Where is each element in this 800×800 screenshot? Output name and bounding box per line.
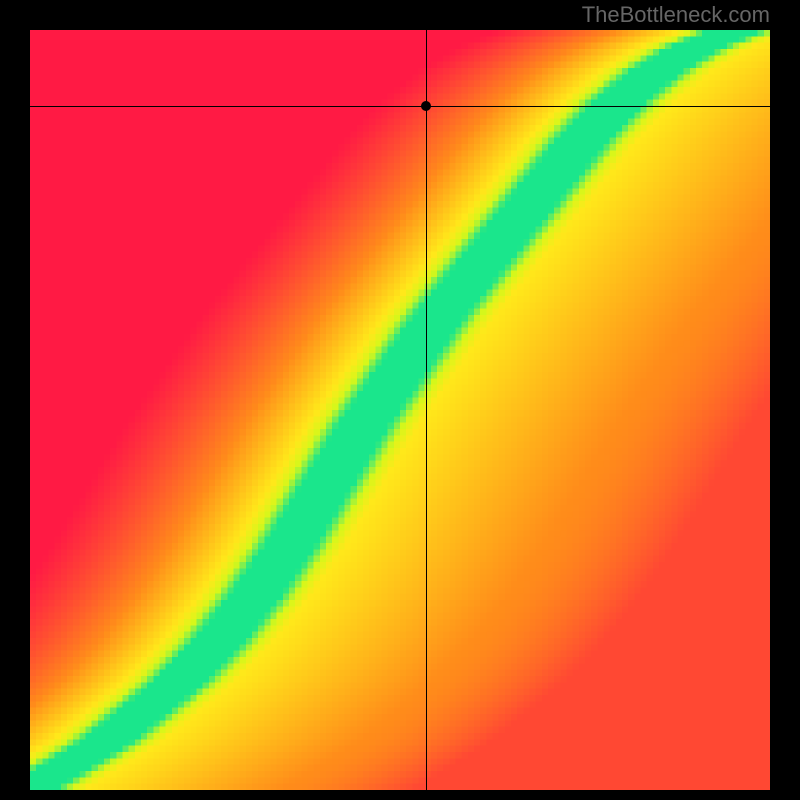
crosshair-vertical bbox=[426, 30, 427, 790]
watermark-text: TheBottleneck.com bbox=[582, 2, 770, 28]
heatmap-canvas bbox=[30, 30, 770, 790]
heatmap-plot bbox=[30, 30, 770, 790]
crosshair-horizontal bbox=[30, 106, 770, 107]
crosshair-marker bbox=[421, 101, 431, 111]
